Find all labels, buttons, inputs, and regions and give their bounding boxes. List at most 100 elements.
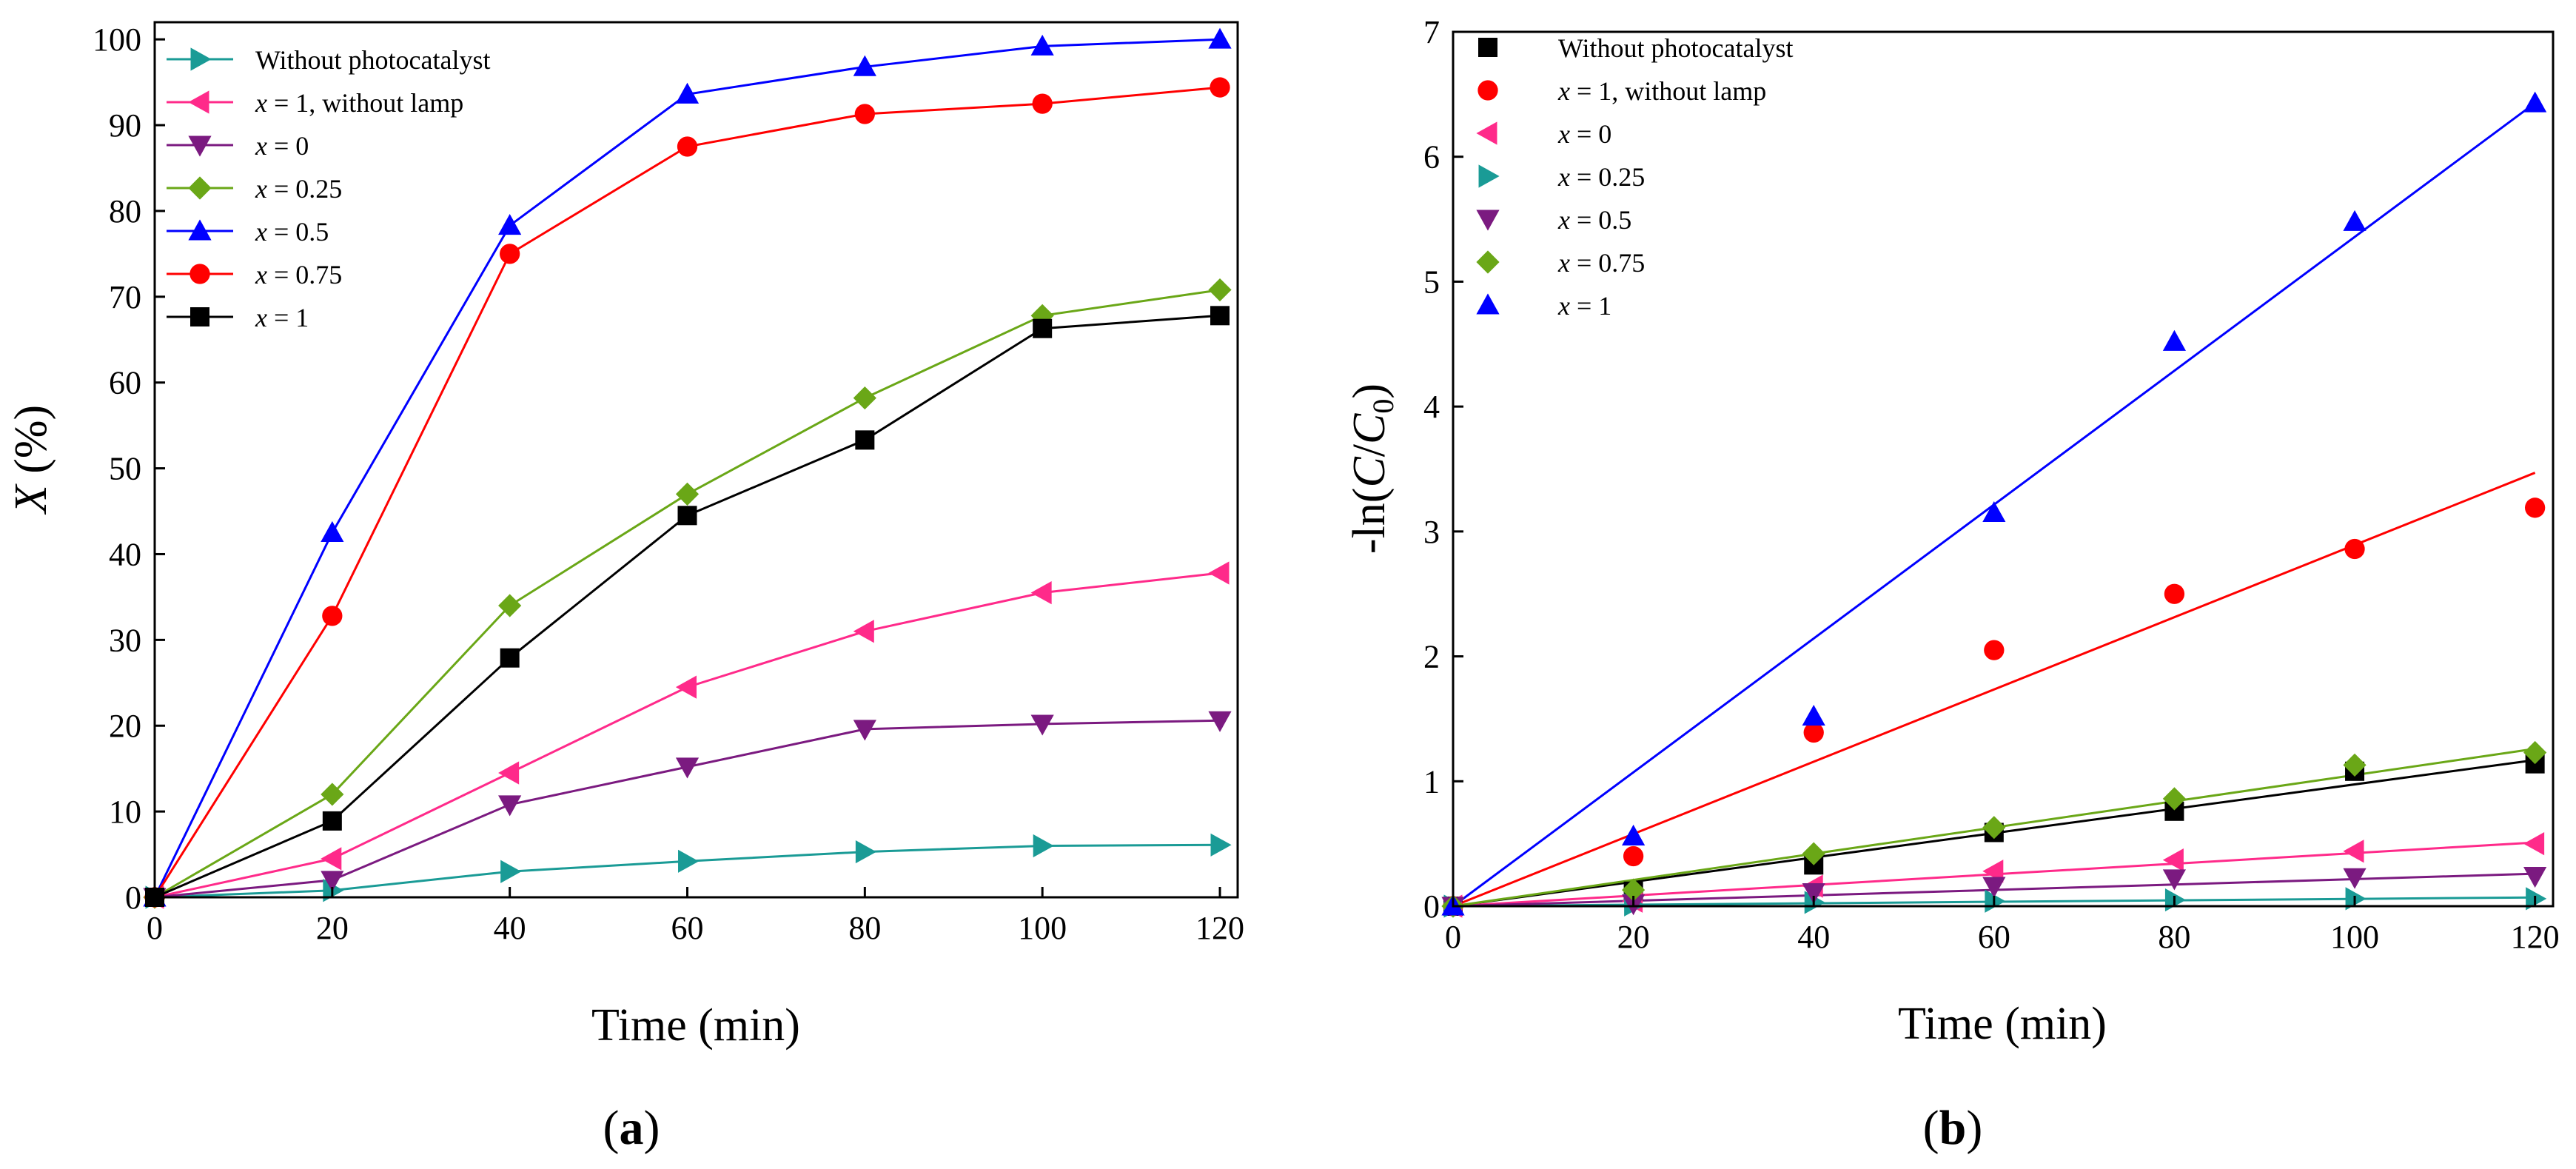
b-series-5-point bbox=[2343, 753, 2367, 777]
b-series-5-point bbox=[1802, 842, 1825, 865]
panel-b-chart: 0 20 40 60 80 100 120 0 1 2 3 4 5 6 7 Time (min) -ln(C… bbox=[1344, 14, 2560, 1155]
b-series-1-point bbox=[2344, 538, 2365, 560]
a-legend-marker bbox=[188, 135, 212, 157]
a-series-3-point bbox=[853, 386, 876, 410]
a-series-2-point bbox=[853, 720, 876, 741]
b-series-6-point bbox=[2343, 210, 2367, 231]
a-legend-label: x = 1 bbox=[255, 303, 309, 332]
a-y-tick-label: 20 bbox=[109, 708, 141, 744]
a-series-4-point bbox=[1030, 34, 1054, 56]
b-legend-marker bbox=[1476, 293, 1500, 315]
b-legend-item: Without photocatalyst bbox=[1478, 33, 1794, 63]
b-series-1-point bbox=[2524, 498, 2546, 518]
a-series-1-point bbox=[498, 761, 520, 785]
a-series-6-point bbox=[1033, 318, 1053, 338]
a-legend-label: x = 1, without lamp bbox=[255, 88, 463, 118]
a-y-tick-label: 60 bbox=[109, 365, 141, 401]
a-y-tick-label: 50 bbox=[109, 451, 141, 487]
b-series-3-point bbox=[2526, 887, 2547, 911]
a-legend-item: x = 1, without lamp bbox=[167, 88, 463, 118]
a-legend-marker bbox=[189, 264, 210, 284]
a-x-tick-label: 120 bbox=[1195, 910, 1244, 946]
b-series-6-point bbox=[1982, 500, 2006, 523]
a-y-tick-label: 100 bbox=[93, 21, 141, 58]
a-series-4-point bbox=[498, 214, 522, 235]
a-y-tick-label: 0 bbox=[125, 880, 141, 916]
a-series-0-point bbox=[855, 840, 876, 864]
a-series-1-point bbox=[1208, 561, 1230, 585]
a-series-5-point bbox=[500, 244, 520, 264]
a-series-6-point bbox=[1210, 306, 1230, 326]
a-series-5-point bbox=[1032, 93, 1053, 114]
panel-a-x-axis-title: Time (min) bbox=[591, 1000, 800, 1051]
b-series-2-point bbox=[2162, 848, 2184, 872]
panel-b-x-axis-title: Time (min) bbox=[1898, 999, 2107, 1049]
b-y-tick-label: 6 bbox=[1423, 139, 1440, 175]
a-y-tick-label: 70 bbox=[109, 279, 141, 315]
panel-a-y-axis-title: X (%) bbox=[6, 405, 56, 515]
a-legend-label: x = 0.25 bbox=[255, 174, 342, 204]
b-series-5-point bbox=[2162, 787, 2187, 811]
b-legend-item: x = 0.25 bbox=[1478, 162, 1645, 192]
a-x-tick-label: 20 bbox=[316, 910, 349, 946]
b-y-tick-label: 4 bbox=[1423, 389, 1440, 425]
b-series-4-point bbox=[2162, 869, 2187, 891]
a-legend-item: x = 0.5 bbox=[167, 217, 329, 247]
b-series-6-point bbox=[1802, 704, 1825, 726]
panel-b-label: (b) bbox=[1923, 1101, 1983, 1155]
b-legend-marker bbox=[1476, 210, 1500, 231]
b-legend-marker bbox=[1476, 121, 1497, 145]
a-series-2-point bbox=[675, 757, 700, 779]
b-y-tick-label: 0 bbox=[1423, 888, 1440, 925]
a-legend-marker bbox=[188, 176, 212, 200]
a-legend-label: x = 0 bbox=[255, 131, 309, 161]
a-x-tick-label: 40 bbox=[494, 910, 526, 946]
b-y-tick-label: 3 bbox=[1423, 514, 1440, 550]
a-series-1-point bbox=[321, 847, 342, 871]
b-series-2-point bbox=[2523, 832, 2545, 856]
a-x-tick-label: 80 bbox=[848, 910, 881, 946]
a-legend-item: x = 0.25 bbox=[167, 174, 342, 204]
b-legend-marker bbox=[1478, 38, 1497, 57]
b-legend-label: x = 0.5 bbox=[1557, 205, 1631, 235]
a-series-0-point bbox=[1210, 833, 1232, 857]
a-legend-marker bbox=[188, 90, 209, 114]
b-series-6-point bbox=[2162, 329, 2187, 351]
b-legend-item: x = 1 bbox=[1476, 291, 1611, 321]
a-legend-label: x = 0.5 bbox=[255, 217, 329, 247]
a-y-tick-label: 30 bbox=[109, 622, 141, 658]
a-legend-item: x = 1 bbox=[167, 303, 309, 332]
panel-a-plot-frame bbox=[153, 21, 1239, 899]
a-series-3-point bbox=[498, 594, 522, 617]
b-legend-label: x = 1, without lamp bbox=[1557, 76, 1766, 106]
b-x-tick-label: 40 bbox=[1797, 919, 1830, 955]
a-series-5-point bbox=[322, 606, 343, 626]
b-x-tick-label: 60 bbox=[1978, 919, 2010, 955]
b-legend-marker bbox=[1478, 164, 1500, 188]
a-series-4-point bbox=[321, 520, 344, 542]
panel-a-legend: Without photocatalyst x = 1, without lamp… bbox=[167, 45, 491, 332]
b-series-3-point bbox=[2164, 888, 2187, 912]
a-series-6-point bbox=[500, 648, 520, 668]
panel-a-chart: 0 20 40 60 80 100 120 0 10 20 30 40 50 60 70 80 90 100 Ti… bbox=[6, 21, 1244, 1155]
a-series-2-line bbox=[154, 719, 1221, 899]
a-series-3-point bbox=[321, 783, 344, 806]
a-series-4-point bbox=[853, 55, 876, 76]
b-y-tick-label: 7 bbox=[1423, 14, 1440, 50]
a-legend-item: x = 0.75 bbox=[167, 260, 342, 289]
a-y-tick-label: 40 bbox=[109, 536, 141, 572]
a-series-6-point bbox=[322, 811, 342, 831]
b-y-tick-label: 1 bbox=[1423, 763, 1440, 800]
b-y-tick-label: 2 bbox=[1423, 639, 1440, 675]
b-x-tick-label: 80 bbox=[2158, 919, 2190, 955]
b-series-1-point bbox=[1803, 722, 1824, 743]
b-series-2-point bbox=[2343, 840, 2364, 863]
b-series-5-point bbox=[1622, 878, 1646, 902]
a-x-tick-label: 60 bbox=[671, 910, 704, 946]
a-series-4-point bbox=[675, 82, 700, 104]
b-legend-label: x = 0.75 bbox=[1557, 248, 1645, 278]
a-y-tick-label: 90 bbox=[109, 107, 141, 144]
a-series-1-line bbox=[154, 572, 1221, 899]
b-legend-item: x = 0 bbox=[1476, 119, 1611, 149]
